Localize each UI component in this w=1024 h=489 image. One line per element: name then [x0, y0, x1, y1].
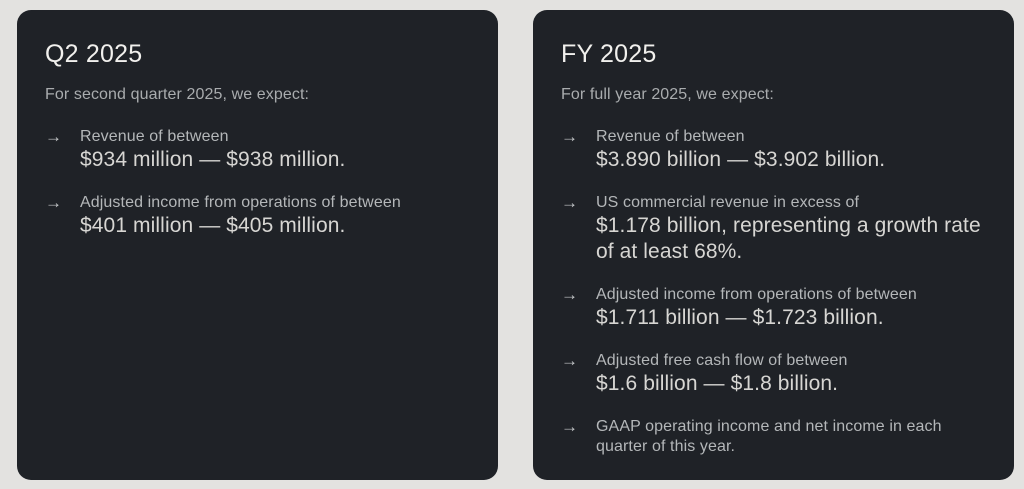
guidance-item-revenue: → Revenue of between $3.890 billion — $3… [561, 127, 988, 173]
arrow-right-icon: → [45, 193, 62, 212]
arrow-right-icon: → [561, 351, 578, 370]
guidance-item-adjusted-free-cash-flow: → Adjusted free cash flow of between $1.… [561, 351, 988, 397]
guidance-card-fy-2025: FY 2025 For full year 2025, we expect: →… [533, 10, 1014, 480]
guidance-item-gaap-income: → GAAP operating income and net income i… [561, 417, 988, 457]
guidance-item-value: $1.178 billion, representing a growth ra… [596, 214, 981, 263]
guidance-item-us-commercial-revenue: → US commercial revenue in excess of $1.… [561, 193, 988, 265]
guidance-item-value: $934 million — $938 million. [80, 148, 346, 171]
guidance-item-label: Revenue of between [596, 128, 745, 145]
arrow-right-icon: → [561, 417, 578, 436]
guidance-item-list: → Revenue of between $3.890 billion — $3… [561, 127, 988, 457]
guidance-item-value: $1.711 billion — $1.723 billion. [596, 306, 884, 329]
guidance-item-text: Adjusted free cash flow of between $1.6 … [596, 351, 988, 397]
guidance-item-value: $3.890 billion — $3.902 billion. [596, 148, 886, 171]
arrow-right-icon: → [561, 285, 578, 304]
guidance-item-text: Adjusted income from operations of betwe… [596, 285, 988, 331]
guidance-item-label: Adjusted income from operations of betwe… [596, 286, 917, 303]
guidance-item-adjusted-income: → Adjusted income from operations of bet… [561, 285, 988, 331]
card-title-q2-2025: Q2 2025 [45, 40, 143, 68]
guidance-item-text: Adjusted income from operations of betwe… [80, 193, 472, 239]
arrow-right-icon: → [45, 127, 62, 146]
guidance-item-text: US commercial revenue in excess of $1.17… [596, 193, 988, 265]
arrow-right-icon: → [561, 127, 578, 146]
guidance-item-label: US commercial revenue in excess of [596, 194, 860, 211]
guidance-item-text: Revenue of between $3.890 billion — $3.9… [596, 127, 988, 173]
guidance-item-text: Revenue of between $934 million — $938 m… [80, 127, 472, 173]
guidance-item-adjusted-income: → Adjusted income from operations of bet… [45, 193, 472, 239]
guidance-item-label: Revenue of between [80, 128, 229, 145]
guidance-item-label: GAAP operating income and net income in … [596, 418, 942, 455]
card-title-fy-2025: FY 2025 [561, 40, 657, 68]
guidance-card-q2-2025: Q2 2025 For second quarter 2025, we expe… [17, 10, 498, 480]
guidance-item-value: $1.6 billion — $1.8 billion. [596, 372, 839, 395]
guidance-item-value: $401 million — $405 million. [80, 214, 346, 237]
arrow-right-icon: → [561, 193, 578, 212]
guidance-item-text: GAAP operating income and net income in … [596, 417, 988, 457]
guidance-item-label: Adjusted free cash flow of between [596, 352, 848, 369]
card-intro-fy-2025: For full year 2025, we expect: [561, 86, 774, 103]
guidance-item-label: Adjusted income from operations of betwe… [80, 194, 401, 211]
card-intro-q2-2025: For second quarter 2025, we expect: [45, 86, 310, 103]
guidance-item-revenue: → Revenue of between $934 million — $938… [45, 127, 472, 173]
guidance-item-list: → Revenue of between $934 million — $938… [45, 127, 472, 239]
